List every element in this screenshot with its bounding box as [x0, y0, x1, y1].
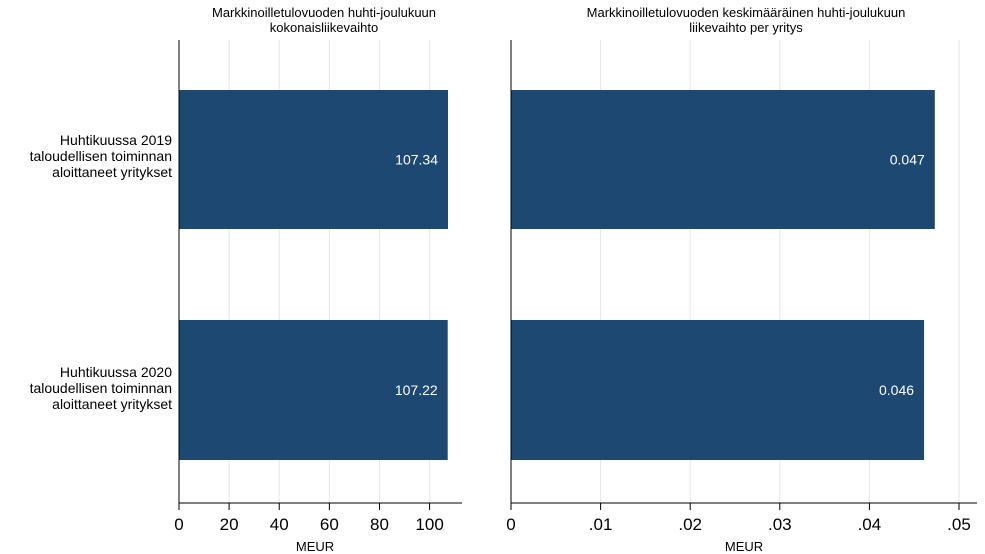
chart-title-line: kokonaisliikevaihto [270, 20, 378, 35]
bar-value-label: 0.047 [890, 152, 925, 168]
x-tick-label: .04 [858, 515, 882, 534]
x-tick-label: 100 [415, 515, 443, 534]
x-tick-label: 20 [220, 515, 239, 534]
chart-title-line: Markkinoilletulovuoden huhti-joulukuun [212, 5, 436, 20]
category-label-line: taloudellisen toiminnan [29, 148, 172, 164]
category-label-line: aloittaneet yritykset [52, 164, 172, 180]
bar-value-label: 107.34 [395, 152, 438, 168]
bar [179, 320, 448, 460]
x-tick-label: 60 [320, 515, 339, 534]
x-tick-label: .03 [768, 515, 792, 534]
chart-title-line: Markkinoilletulovuoden keskimääräinen hu… [587, 5, 906, 20]
bar [511, 320, 925, 460]
bar [179, 90, 448, 229]
x-tick-label: 0 [174, 515, 183, 534]
x-tick-label: 40 [270, 515, 289, 534]
x-tick-label: .02 [678, 515, 702, 534]
x-tick-label: 0 [506, 515, 515, 534]
x-tick-label: .05 [947, 515, 971, 534]
category-label-2019: Huhtikuussa 2019 taloudellisen toiminnan… [0, 132, 172, 180]
chart-title-line: liikevaihto per yritys [689, 20, 803, 35]
category-label-line: Huhtikuussa 2020 [59, 364, 172, 380]
x-axis-title: MEUR [725, 539, 763, 554]
x-tick-label: 80 [370, 515, 389, 534]
category-label-line: taloudellisen toiminnan [29, 380, 172, 396]
bar-value-label: 107.22 [395, 382, 438, 398]
x-axis-title: MEUR [296, 539, 334, 554]
category-label-line: aloittaneet yritykset [52, 396, 172, 412]
bar-value-label: 0.046 [879, 382, 914, 398]
category-label-line: Huhtikuussa 2019 [59, 132, 172, 148]
category-label-2020: Huhtikuussa 2020 taloudellisen toiminnan… [0, 364, 172, 412]
bar [511, 90, 935, 229]
x-tick-label: .01 [589, 515, 613, 534]
